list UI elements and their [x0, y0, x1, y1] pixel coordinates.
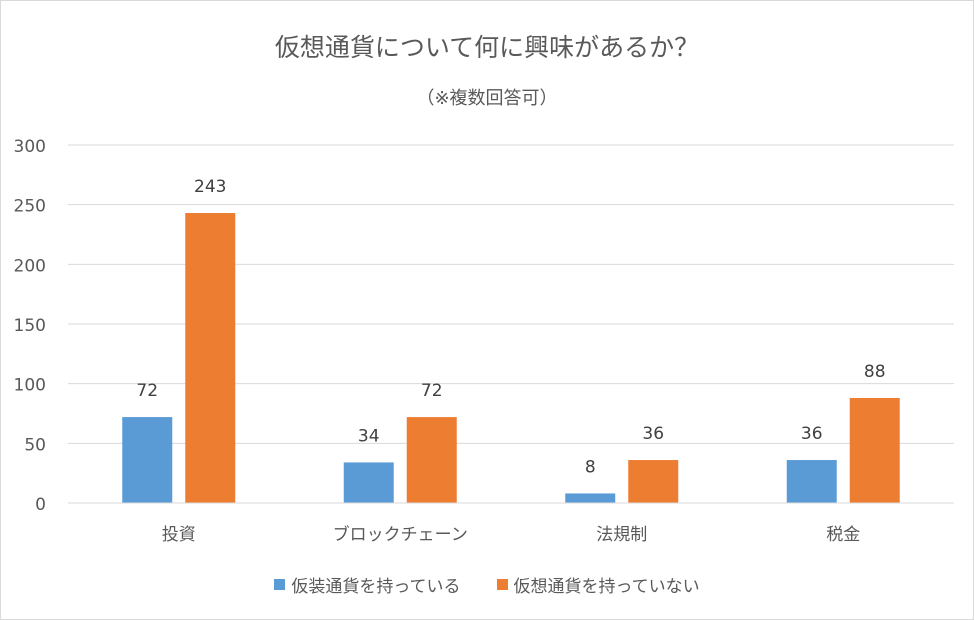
y-tick-label: 0 — [35, 495, 46, 515]
y-tick-label: 50 — [24, 435, 46, 455]
x-tick-label: 税金 — [826, 525, 860, 545]
data-label: 72 — [136, 381, 158, 401]
legend-swatch-series-1 — [496, 579, 508, 590]
y-tick-label: 300 — [14, 137, 46, 157]
bar — [628, 460, 679, 503]
legend-swatch-series-0 — [274, 579, 286, 590]
x-tick-label: 法規制 — [596, 525, 647, 545]
bar — [122, 417, 173, 503]
legend-label-series-0: 仮装通貨を持っている — [291, 577, 461, 597]
legend-item-series-1: 仮想通貨を持っていない — [496, 572, 700, 597]
y-tick-label: 150 — [14, 316, 46, 336]
data-label: 34 — [358, 426, 380, 446]
bar — [849, 397, 900, 503]
bar — [185, 213, 236, 503]
x-tick-label: 投資 — [162, 525, 196, 545]
legend-label-series-1: 仮想通貨を持っていない — [513, 577, 700, 597]
chart-subtitle: （※複数回答可） — [416, 88, 558, 109]
y-tick-label: 200 — [14, 256, 46, 276]
bar — [406, 417, 457, 503]
x-tick-label: ブロックチェーン — [333, 524, 468, 545]
data-label: 8 — [585, 457, 596, 477]
bar — [786, 460, 837, 503]
bar — [565, 493, 616, 503]
y-tick-label: 100 — [14, 376, 46, 396]
data-label: 36 — [801, 424, 823, 444]
bar — [343, 462, 394, 503]
bar-chart: 0 50 100 150 200 250 300 72 243 投資 34 72 ブロックチェーン 8 36… — [14, 137, 954, 545]
legend-item-series-0: 仮装通貨を持っている — [274, 572, 461, 597]
chart-title: 仮想通貨について何に興味があるか？ — [274, 33, 700, 62]
y-tick-label: 250 — [14, 197, 46, 217]
data-label: 243 — [194, 177, 226, 197]
legend: 仮装通貨を持っている 仮想通貨を持っていない — [0, 572, 974, 597]
data-label: 72 — [421, 381, 443, 401]
data-label: 36 — [642, 424, 664, 444]
data-label: 88 — [864, 362, 886, 382]
